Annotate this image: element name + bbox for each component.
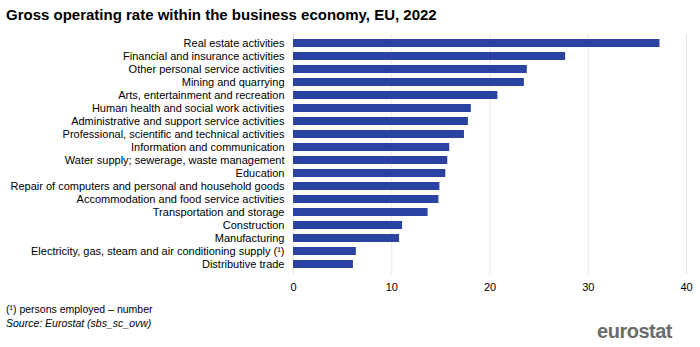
html-text:(¹) persons employed – number: (¹) persons employed – number	[6, 303, 153, 315]
svg-text:10: 10	[386, 281, 398, 293]
svg-text:Human health and social work a: Human health and social work activities	[92, 102, 285, 114]
svg-text:Mining and quarrying: Mining and quarrying	[182, 76, 285, 88]
svg-text:Arts, entertainment and recrea: Arts, entertainment and recreation	[118, 89, 284, 101]
svg-text:40: 40	[680, 281, 692, 293]
svg-text:Construction: Construction	[223, 219, 285, 231]
svg-text:Information and communication: Information and communication	[131, 141, 284, 153]
svg-text:Electricity, gas, steam and ai: Electricity, gas, steam and air conditio…	[31, 245, 285, 257]
html-text:Gross operating rate within th: Gross operating rate within the business…	[6, 6, 437, 23]
svg-text:Administrative and support ser: Administrative and support service activ…	[71, 115, 285, 127]
svg-text:Professional, scientific and t: Professional, scientific and technical a…	[63, 128, 285, 140]
svg-text:Education: Education	[236, 167, 285, 179]
svg-text:Accommodation and food service: Accommodation and food service activitie…	[77, 193, 285, 205]
svg-text:Repair of computers and person: Repair of computers and personal and hou…	[11, 180, 285, 192]
svg-text:20: 20	[484, 281, 496, 293]
svg-text:Transportation and storage: Transportation and storage	[153, 206, 285, 218]
svg-text:Financial and insurance activi: Financial and insurance activities	[123, 50, 285, 62]
svg-text:0: 0	[290, 281, 296, 293]
svg-text:Water supply; sewerage, waste: Water supply; sewerage, waste management	[65, 154, 285, 166]
svg-text:Distributive trade: Distributive trade	[202, 258, 285, 270]
html-text:eurostat: eurostat	[597, 320, 672, 342]
html-text:Source: Eurostat (sbs_sc_ovw): Source: Eurostat (sbs_sc_ovw)	[6, 317, 152, 329]
svg-text:Real estate activities: Real estate activities	[184, 37, 285, 49]
svg-text:30: 30	[582, 281, 594, 293]
svg-text:Other personal service activit: Other personal service activities	[129, 63, 285, 75]
svg-text:Manufacturing: Manufacturing	[215, 232, 285, 244]
